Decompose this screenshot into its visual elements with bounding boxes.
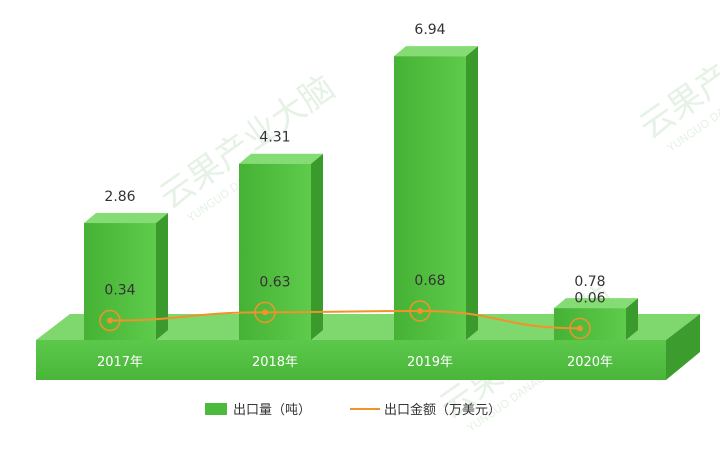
legend-bar-swatch: [205, 403, 227, 415]
line-point-3: [409, 300, 431, 322]
line-point-2: [254, 301, 276, 324]
bar-4: [554, 298, 638, 340]
bar-side: [466, 46, 478, 341]
floor-top: [36, 314, 700, 340]
bar-side: [626, 298, 638, 340]
bar-value-label: 2.86: [104, 189, 135, 205]
bar-top: [554, 298, 638, 309]
bar-value-label: 6.94: [414, 22, 445, 38]
legend-bar-label: 出口量（吨）: [233, 403, 311, 418]
line-point-dot: [262, 309, 268, 316]
line-point-ring: [569, 317, 591, 340]
line-series: [109, 309, 581, 330]
line-point-dot: [107, 317, 113, 324]
floor-side: [666, 314, 700, 380]
floor-platform: [36, 314, 700, 380]
bar-side: [156, 213, 168, 340]
bar-value-label: 0.78: [574, 274, 605, 290]
line-point-4: [569, 317, 591, 340]
line-point-dot: [417, 307, 423, 314]
bar-top: [84, 213, 168, 224]
line-layer: [99, 300, 591, 340]
line-point-ring: [409, 300, 431, 322]
x-tick-label: 2017年: [97, 355, 143, 370]
bar-top: [239, 153, 323, 164]
bar-top: [394, 46, 478, 57]
bar-3: [394, 46, 478, 341]
floor-front: [36, 340, 666, 380]
line-value-label: 0.06: [574, 290, 605, 306]
bar-2: [239, 153, 323, 340]
bars-layer: [84, 46, 638, 341]
legend: 出口量（吨） 出口金额（万美元）: [205, 402, 501, 418]
labels-layer: 2.86 4.31 6.94 0.78 0.34 0.63 0.68 0.06: [104, 22, 605, 306]
bar-front: [554, 308, 626, 340]
x-tick-label: 2018年: [252, 355, 298, 370]
bar-front: [394, 56, 466, 341]
line-value-label: 0.68: [414, 273, 445, 289]
line-point-ring: [254, 301, 276, 324]
line-point-ring: [99, 309, 121, 332]
line-point-1: [99, 309, 121, 332]
bar-value-label: 4.31: [259, 130, 290, 146]
line-value-label: 0.63: [259, 274, 290, 290]
line-point-dot: [577, 325, 583, 332]
legend-line-label: 出口金额（万美元）: [384, 402, 501, 418]
ticks-layer: 2017年 2018年 2019年 2020年: [97, 355, 613, 370]
bar-side: [311, 153, 323, 340]
x-tick-label: 2019年: [407, 355, 453, 370]
x-tick-label: 2020年: [567, 355, 613, 370]
line-value-label: 0.34: [104, 282, 135, 298]
